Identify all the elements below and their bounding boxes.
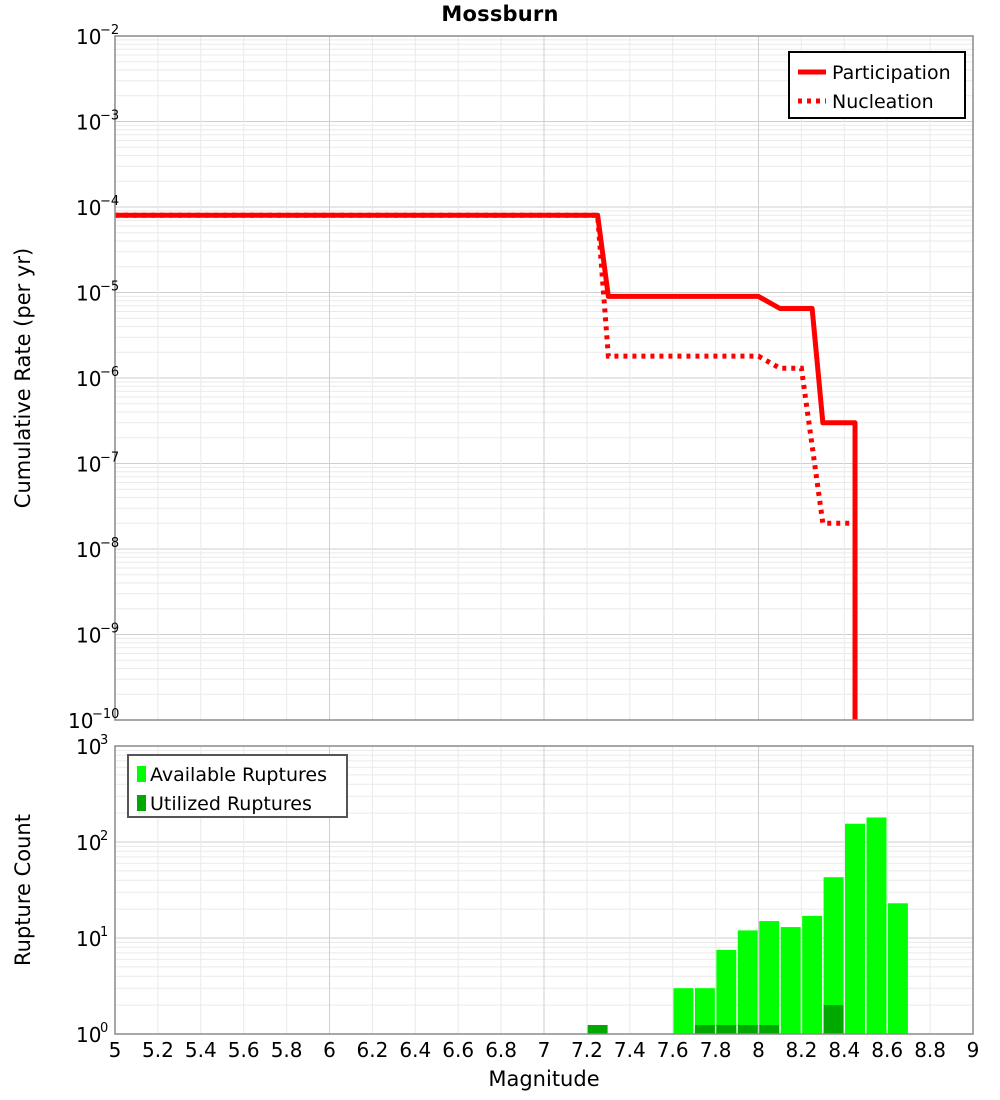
available-rupture-bar bbox=[802, 916, 822, 1034]
bottom-y-tick-exponent: 3 bbox=[100, 733, 108, 748]
figure-canvas: 10−210−310−410−510−610−710−810−910−10 Cu… bbox=[0, 0, 1000, 1100]
top-y-tick-exponent: −6 bbox=[100, 365, 119, 380]
top-y-tick-exponent: −5 bbox=[100, 280, 119, 295]
x-axis-tick-label: 8.6 bbox=[871, 1038, 903, 1062]
top-y-tick-exponent: −10 bbox=[92, 707, 119, 722]
bottom-y-tick-mantissa: 10 bbox=[76, 927, 101, 951]
top-y-tick-mantissa: 10 bbox=[76, 111, 101, 135]
top-y-tick-exponent: −2 bbox=[100, 23, 119, 38]
bottom-legend: Available Ruptures Utilized Ruptures bbox=[128, 755, 347, 817]
utilized-rupture-bar bbox=[824, 1005, 844, 1034]
top-y-tick-mantissa: 10 bbox=[76, 367, 101, 391]
participation-legend-label: Participation bbox=[832, 62, 951, 84]
bottom-y-tick-exponent: 0 bbox=[100, 1021, 108, 1036]
available-ruptures-legend-label: Available Ruptures bbox=[150, 764, 327, 786]
top-y-axis-title: Cumulative Rate (per yr) bbox=[11, 248, 35, 508]
x-axis-tick-label: 5.8 bbox=[271, 1038, 303, 1062]
x-axis-tick-label: 5.6 bbox=[228, 1038, 260, 1062]
top-y-tick-mantissa: 10 bbox=[76, 25, 101, 49]
utilized-rupture-bar bbox=[695, 1025, 715, 1034]
x-axis-tick-label: 8 bbox=[752, 1038, 765, 1062]
top-y-tick-mantissa: 10 bbox=[76, 196, 101, 220]
x-axis-tick-label: 8.4 bbox=[828, 1038, 860, 1062]
available-rupture-bar bbox=[738, 930, 758, 1034]
top-y-tick-exponent: −3 bbox=[100, 109, 119, 124]
available-ruptures-legend-swatch bbox=[137, 766, 146, 782]
x-axis-tick-labels: 5 5.2 5.4 5.6 5.8 6 6.2 6.4 6.6 6.8 7 7.2 7.4 7.6 7.8 8… bbox=[109, 1038, 980, 1062]
x-axis-tick-label: 5.4 bbox=[185, 1038, 217, 1062]
available-rupture-bar bbox=[673, 988, 693, 1034]
utilized-rupture-bar bbox=[759, 1025, 779, 1034]
x-axis-tick-label: 7 bbox=[538, 1038, 551, 1062]
utilized-rupture-bar bbox=[588, 1025, 608, 1034]
x-axis-tick-label: 7.4 bbox=[614, 1038, 646, 1062]
available-rupture-bar bbox=[716, 950, 736, 1034]
top-y-tick-exponent: −7 bbox=[100, 451, 119, 466]
top-legend: Participation Nucleation bbox=[789, 52, 965, 118]
top-y-tick-exponent: −4 bbox=[100, 194, 119, 209]
x-axis-tick-label: 7.2 bbox=[571, 1038, 603, 1062]
utilized-ruptures-legend-swatch bbox=[137, 795, 146, 811]
x-axis-title: Magnitude bbox=[488, 1067, 599, 1091]
x-axis-tick-label: 6.4 bbox=[399, 1038, 431, 1062]
available-rupture-bar bbox=[759, 921, 779, 1034]
bottom-y-tick-mantissa: 10 bbox=[76, 735, 101, 759]
x-axis-tick-label: 7.8 bbox=[700, 1038, 732, 1062]
bottom-y-tick-mantissa: 10 bbox=[76, 831, 101, 855]
bottom-y-tick-exponent: 2 bbox=[100, 829, 108, 844]
top-y-tick-mantissa: 10 bbox=[76, 624, 101, 648]
bottom-y-tick-labels: 103102101100 bbox=[76, 733, 108, 1047]
nucleation-legend-label: Nucleation bbox=[832, 91, 934, 113]
x-axis-tick-label: 6.6 bbox=[442, 1038, 474, 1062]
x-axis-tick-label: 6.2 bbox=[356, 1038, 388, 1062]
top-y-tick-mantissa: 10 bbox=[76, 453, 101, 477]
x-axis-tick-label: 5.2 bbox=[142, 1038, 174, 1062]
bottom-y-tick-exponent: 1 bbox=[100, 925, 108, 940]
x-axis-tick-label: 6.8 bbox=[485, 1038, 517, 1062]
x-axis-tick-label: 5 bbox=[109, 1038, 122, 1062]
top-y-tick-exponent: −9 bbox=[100, 622, 119, 637]
utilized-ruptures-legend-label: Utilized Ruptures bbox=[150, 793, 312, 815]
top-y-tick-mantissa: 10 bbox=[76, 282, 101, 306]
bottom-y-tick-mantissa: 10 bbox=[76, 1023, 101, 1047]
bottom-panel: 103102101100 Rupture Count Available Rup… bbox=[11, 733, 973, 1047]
bottom-y-axis-title: Rupture Count bbox=[11, 814, 35, 966]
available-rupture-bar bbox=[888, 903, 908, 1034]
available-rupture-bar bbox=[867, 817, 887, 1034]
x-axis-tick-label: 6 bbox=[323, 1038, 336, 1062]
available-rupture-bar bbox=[781, 927, 801, 1034]
x-axis-tick-label: 9 bbox=[967, 1038, 980, 1062]
x-axis-tick-label: 8.8 bbox=[914, 1038, 946, 1062]
top-y-tick-mantissa: 10 bbox=[76, 538, 101, 562]
available-rupture-bar bbox=[845, 824, 865, 1034]
top-y-tick-exponent: −8 bbox=[100, 536, 119, 551]
x-axis-tick-label: 7.6 bbox=[657, 1038, 689, 1062]
x-axis-tick-label: 8.2 bbox=[785, 1038, 817, 1062]
top-panel: 10−210−310−410−510−610−710−810−910−10 Cu… bbox=[11, 23, 973, 733]
utilized-rupture-bar bbox=[716, 1025, 736, 1034]
top-major-x-gridlines bbox=[115, 36, 973, 720]
chart-root: Mossburn 10−210−310−410−510−610−710−810−… bbox=[0, 0, 1000, 1100]
top-y-tick-labels: 10−210−310−410−510−610−710−810−910−10 bbox=[68, 23, 119, 733]
utilized-rupture-bar bbox=[738, 1025, 758, 1034]
top-y-tick-mantissa: 10 bbox=[68, 709, 93, 733]
